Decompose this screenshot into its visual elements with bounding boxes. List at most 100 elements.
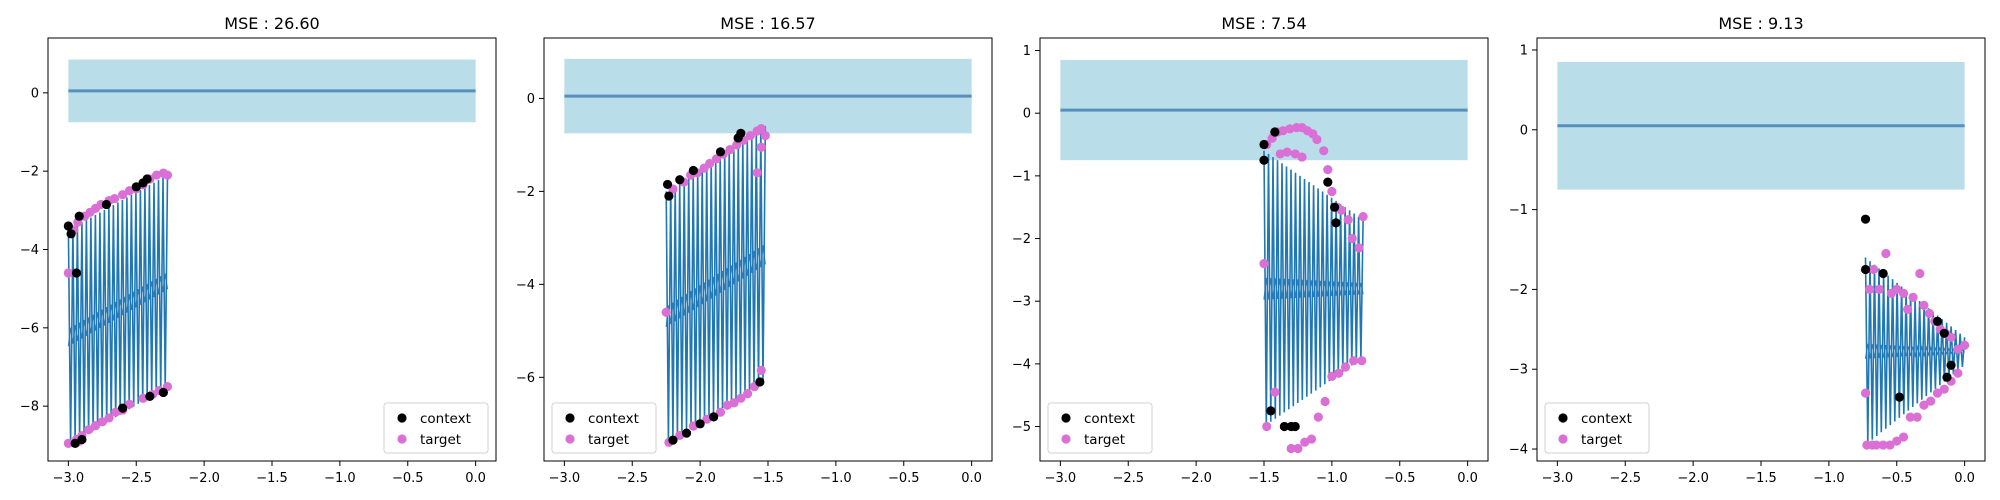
context-point xyxy=(1270,127,1280,137)
target-point xyxy=(124,399,135,409)
context-point xyxy=(1860,214,1871,224)
x-tick-label: −2.0 xyxy=(1180,471,1212,486)
target-point xyxy=(725,144,735,155)
target-point xyxy=(1874,284,1884,295)
x-tick-label: −2.0 xyxy=(188,471,220,486)
legend-box xyxy=(551,402,657,454)
target-point xyxy=(1892,436,1902,446)
y-tick-label: −2 xyxy=(1509,283,1528,298)
target-point xyxy=(1924,308,1934,318)
y-tick-label: −3 xyxy=(1509,363,1528,378)
legend: context target xyxy=(1047,402,1153,454)
target-point xyxy=(63,268,73,278)
x-tick-label: −2.0 xyxy=(1677,471,1709,486)
target-point xyxy=(1343,215,1353,225)
target-point xyxy=(756,365,766,375)
y-tick-label: −6 xyxy=(20,321,39,336)
context-point xyxy=(1323,177,1333,187)
context-point xyxy=(662,179,673,190)
context-point xyxy=(158,387,168,398)
target-point xyxy=(1903,304,1913,314)
x-tick-label: −1.0 xyxy=(820,471,852,486)
context-point xyxy=(1932,316,1943,326)
target-point xyxy=(1285,124,1295,134)
target-point xyxy=(1358,212,1368,222)
context-point xyxy=(1878,268,1888,279)
target-point xyxy=(736,393,746,403)
target-point xyxy=(1327,186,1337,197)
target-point xyxy=(1334,368,1344,378)
legend-target-marker xyxy=(1558,434,1568,444)
target-point xyxy=(1892,284,1902,295)
legend: context target xyxy=(551,402,657,454)
signal-midline xyxy=(1864,343,1966,359)
x-tick-label: −0.5 xyxy=(392,471,424,486)
context-point xyxy=(77,434,87,445)
chart-title: MSE : 7.54 xyxy=(1221,14,1306,33)
target-point xyxy=(1270,387,1280,397)
legend-context-label: context xyxy=(1581,411,1632,427)
target-point xyxy=(722,400,732,410)
context-point xyxy=(1329,202,1340,212)
target-point xyxy=(97,417,107,427)
y-tick-label: 0 xyxy=(527,92,535,107)
x-tick-label: −2.5 xyxy=(1112,471,1144,486)
target-point xyxy=(1312,134,1322,145)
chart-panel-3: −3.0 −2.5 −2.0 −1.5 −1.0 −0.5 0.0 −5 −4 −3 −2 −1 0 1 M… xyxy=(1012,14,1489,486)
x-tick-label: −1.0 xyxy=(1316,471,1348,486)
y-tick-label: −3 xyxy=(1012,295,1031,310)
legend-box xyxy=(383,402,489,454)
legend-target-marker xyxy=(397,434,407,444)
y-tick-label: −2 xyxy=(516,185,535,200)
x-tick-label: −2.5 xyxy=(616,471,648,486)
legend: context target xyxy=(383,402,489,454)
target-point xyxy=(109,193,120,204)
target-point xyxy=(1939,384,1949,394)
target-point xyxy=(1898,432,1909,442)
target-point xyxy=(661,307,671,317)
target-point xyxy=(1357,356,1367,366)
plot-area xyxy=(63,59,476,448)
x-tick-label: 0.0 xyxy=(465,471,486,486)
context-point xyxy=(1279,421,1289,432)
target-point xyxy=(1282,147,1292,157)
context-point xyxy=(1259,139,1269,150)
context-point xyxy=(1259,155,1269,165)
target-point xyxy=(711,154,722,164)
target-point xyxy=(1953,368,1963,378)
context-point xyxy=(71,268,82,278)
y-tick-label: 1 xyxy=(1520,43,1528,58)
plot-area xyxy=(564,58,972,448)
target-point xyxy=(162,170,173,180)
y-tick-label: −2 xyxy=(1012,232,1031,247)
x-tick-label: −2.5 xyxy=(1609,471,1641,486)
legend-box xyxy=(1047,402,1153,454)
signal-midline xyxy=(665,245,766,327)
x-tick-label: −1.5 xyxy=(256,471,288,486)
target-point xyxy=(1306,434,1317,444)
y-tick-label: −2 xyxy=(20,165,39,180)
target-point xyxy=(1293,443,1303,454)
y-tick-label: −4 xyxy=(516,278,535,293)
legend-target-label: target xyxy=(420,432,461,448)
y-tick-label: −4 xyxy=(1509,443,1528,458)
context-point xyxy=(131,182,141,192)
target-point xyxy=(111,407,121,417)
target-point xyxy=(1349,356,1359,366)
target-point xyxy=(1259,259,1269,269)
y-tick-label: −4 xyxy=(1012,357,1031,372)
legend-target-label: target xyxy=(1581,432,1622,448)
x-tick-label: −3.0 xyxy=(53,471,85,486)
y-tick-label: 0 xyxy=(31,86,39,101)
x-tick-label: −1.5 xyxy=(752,471,784,486)
legend-target-marker xyxy=(565,434,575,444)
x-tick-label: 0.0 xyxy=(1954,471,1975,486)
target-point xyxy=(1908,292,1918,302)
target-point xyxy=(84,425,94,435)
target-point xyxy=(1313,412,1323,422)
target-point xyxy=(1932,388,1943,398)
x-tick-label: −1.0 xyxy=(324,471,356,486)
context-point xyxy=(755,377,765,387)
context-point xyxy=(736,128,746,138)
plot-area xyxy=(1060,59,1468,454)
